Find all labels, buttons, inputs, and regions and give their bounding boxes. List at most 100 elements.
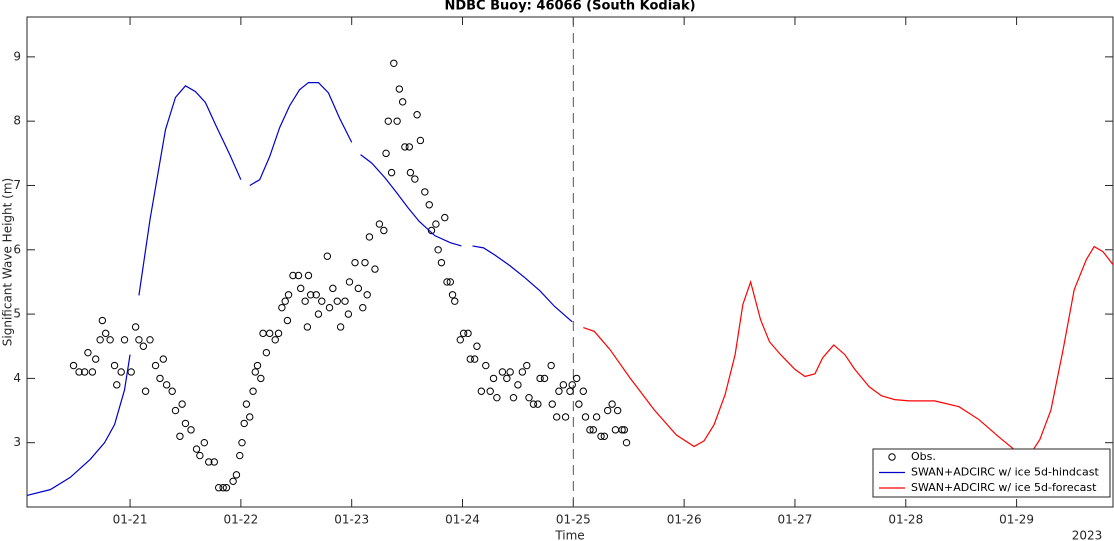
obs-point	[205, 458, 213, 466]
obs-point	[448, 291, 457, 299]
obs-point	[622, 438, 631, 447]
obs-point	[240, 419, 248, 428]
obs-point	[135, 336, 143, 344]
obs-point	[568, 381, 576, 389]
obs-point	[559, 381, 568, 389]
obs-point	[314, 310, 323, 318]
obs-point	[518, 368, 527, 376]
obs-point	[336, 323, 345, 331]
obs-point	[456, 336, 464, 344]
obs-point	[325, 303, 334, 312]
obs-point	[229, 477, 237, 485]
obs-point	[176, 432, 184, 440]
obs-point	[534, 400, 542, 408]
obs-point	[110, 361, 119, 370]
obs-point	[387, 168, 396, 177]
obs-point	[333, 297, 341, 305]
obs-point	[597, 432, 605, 440]
obs-point	[312, 291, 320, 299]
obs-point	[473, 342, 481, 350]
obs-point	[249, 387, 257, 395]
obs-point	[236, 451, 244, 460]
obs-point	[586, 426, 594, 434]
obs-point	[413, 111, 421, 119]
obs-point	[498, 368, 507, 376]
obs-point	[509, 393, 518, 402]
obs-point	[304, 271, 313, 280]
legend-label: Obs.	[911, 450, 936, 463]
obs-point	[529, 400, 538, 408]
obs-point	[393, 117, 401, 125]
obs-point	[69, 361, 78, 370]
obs-point	[365, 233, 374, 241]
y-tick-label: 6	[13, 242, 21, 256]
x-tick-label: 01-27	[778, 513, 813, 527]
obs-point	[238, 438, 246, 447]
obs-point	[547, 361, 555, 370]
obs-point	[354, 284, 363, 293]
obs-point	[579, 387, 587, 395]
obs-point	[262, 348, 271, 357]
obs-point	[246, 413, 254, 421]
obs-point	[553, 413, 561, 421]
obs-point	[421, 188, 429, 196]
obs-point	[101, 329, 110, 338]
year-label: 2023	[1072, 529, 1103, 541]
chart-title: NDBC Buoy: 46066 (South Kodiak)	[444, 0, 695, 14]
obs-point	[192, 445, 201, 453]
obs-point	[196, 451, 204, 460]
obs-point	[493, 393, 501, 402]
obs-point	[434, 246, 442, 254]
obs-point	[514, 381, 522, 389]
y-tick-label: 5	[13, 307, 21, 321]
obs-point	[406, 168, 415, 177]
obs-point	[555, 387, 563, 395]
obs-point	[363, 291, 371, 299]
obs-point	[75, 368, 83, 376]
obs-point	[589, 426, 597, 434]
obs-point	[359, 303, 367, 312]
obs-point	[566, 387, 574, 395]
obs-point	[80, 368, 89, 376]
y-tick-label: 9	[13, 49, 21, 63]
obs-point	[411, 175, 419, 183]
obs-point	[466, 355, 474, 363]
obs-point	[384, 117, 392, 125]
obs-point	[303, 323, 312, 331]
y-tick-label: 4	[13, 371, 21, 385]
obs-point	[600, 432, 609, 440]
obs-point	[503, 374, 511, 383]
obs-point	[608, 400, 616, 408]
obs-point	[536, 374, 544, 383]
obs-point	[200, 438, 209, 447]
x-tick-label: 01-28	[888, 513, 923, 527]
obs-point	[131, 323, 140, 331]
obs-point	[398, 98, 407, 106]
x-tick-label: 01-22	[223, 513, 258, 527]
obs-point	[168, 387, 176, 395]
plot-frame	[26, 16, 1114, 508]
obs-point	[141, 387, 150, 395]
obs-point	[222, 484, 231, 492]
obs-point	[251, 368, 259, 376]
obs-point	[257, 374, 265, 383]
obs-point	[210, 458, 218, 466]
obs-point	[146, 336, 154, 344]
obs-point	[265, 329, 274, 338]
y-tick-label: 7	[13, 178, 21, 192]
obs-point	[106, 336, 114, 344]
obs-point	[441, 213, 449, 222]
obs-point	[425, 201, 433, 209]
obs-point	[382, 149, 390, 158]
y-tick-label: 3	[13, 435, 21, 449]
obs-point	[297, 284, 305, 293]
obs-point	[156, 374, 164, 383]
x-tick-label: 01-26	[667, 513, 702, 527]
obs-point	[477, 387, 486, 395]
obs-point	[345, 278, 354, 286]
obs-point	[464, 329, 472, 338]
obs-point	[592, 413, 601, 421]
obs-point	[395, 85, 404, 93]
obs-point	[561, 413, 570, 421]
